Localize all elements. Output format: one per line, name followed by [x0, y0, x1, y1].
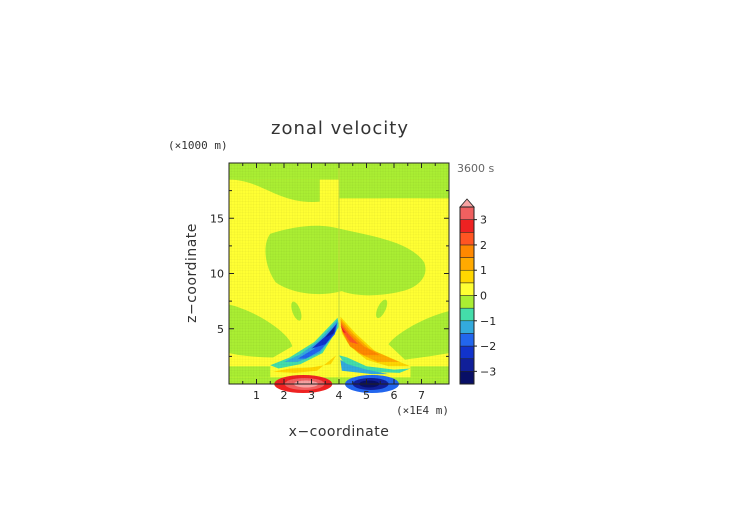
colorbar-segment — [459, 320, 475, 334]
x-axis-ticks: 1 2 3 4 5 6 7 — [242, 163, 436, 402]
field-region-positive — [340, 323, 359, 345]
colorbar-tick-label: 2 — [480, 239, 487, 252]
velocity-field — [228, 162, 450, 393]
colorbar: 3 2 1 0 −1 −2 −3 — [459, 198, 496, 385]
field-region-negative — [388, 311, 449, 360]
colorbar-segment — [459, 244, 475, 258]
y-tick-label: 10 — [210, 268, 224, 281]
x-scale-label: (×1E4 m) — [396, 404, 449, 417]
field-region-negative — [410, 366, 449, 378]
colorbar-segment — [459, 206, 475, 220]
x-tick-label: 1 — [253, 389, 260, 402]
colorbar-tick-label: 3 — [480, 214, 487, 227]
x-tick-label: 3 — [308, 389, 315, 402]
y-scale-label: (×1000 m) — [168, 139, 228, 152]
colorbar-extend-arrow — [459, 198, 475, 208]
plot-area: 1 2 3 4 5 6 7 5 10 15 — [210, 162, 450, 402]
field-region-positive — [340, 325, 346, 334]
colorbar-segment — [459, 219, 475, 233]
colorbar-segment — [459, 295, 475, 309]
field-region-positive — [273, 355, 337, 373]
colorbar-segment — [459, 345, 475, 359]
field-region-negative — [311, 324, 337, 349]
colorbar-tick-label: 1 — [480, 264, 487, 277]
x-tick-label: 4 — [336, 389, 343, 402]
x-tick-label: 6 — [391, 389, 398, 402]
y-axis-label: z−coordinate — [184, 223, 200, 323]
colorbar-tick-label: 0 — [480, 290, 487, 303]
field-region-negative — [297, 322, 338, 359]
colorbar-segment — [459, 333, 475, 347]
time-label: 3600 s — [457, 162, 494, 175]
colorbar-segment — [459, 358, 475, 372]
y-tick-label: 5 — [217, 323, 224, 336]
x-tick-label: 7 — [418, 389, 425, 402]
y-axis-ticks: 5 10 15 — [210, 190, 449, 357]
chart-title: zonal velocity — [271, 118, 409, 139]
field-region-positive — [383, 198, 449, 250]
field-region-negative — [340, 359, 389, 375]
colorbar-tick-label: −1 — [480, 315, 496, 328]
colorbar-segment — [459, 257, 475, 271]
field-region-negative — [291, 301, 302, 321]
colorbar-segment — [459, 282, 475, 296]
field-region-negative — [339, 179, 449, 199]
field-region-negative — [229, 366, 271, 378]
field-region-negative — [376, 299, 388, 319]
field-region-negative — [325, 326, 335, 338]
field-region-negative — [339, 355, 411, 373]
colorbar-segment — [459, 371, 475, 385]
y-tick-label: 15 — [210, 212, 224, 225]
colorbar-segment — [459, 269, 475, 284]
x-tick-label: 2 — [281, 389, 288, 402]
field-region-negative — [229, 179, 320, 202]
x-axis-label: x−coordinate — [289, 424, 390, 440]
colorbar-tick-label: −2 — [480, 340, 496, 353]
colorbar-tick-label: −3 — [480, 365, 496, 378]
field-region-negative — [265, 225, 426, 296]
colorbar-segment — [459, 232, 475, 246]
field-region-negative — [229, 304, 293, 358]
colorbar-segment — [459, 307, 475, 322]
x-tick-label: 5 — [363, 389, 370, 402]
field-region-positive — [229, 190, 254, 202]
